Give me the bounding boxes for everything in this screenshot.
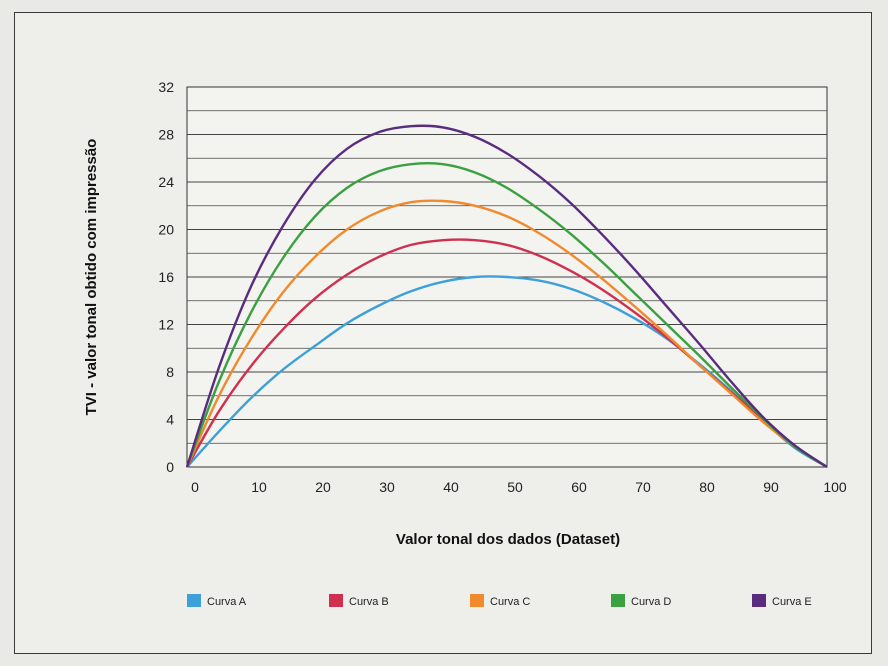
legend-swatch (470, 594, 484, 607)
legend-swatch (752, 594, 766, 607)
x-tick-label: 30 (379, 479, 395, 495)
x-tick-label: 80 (699, 479, 715, 495)
y-tick-label: 24 (158, 174, 174, 190)
y-tick-labels: 0 4 8 12 16 20 24 28 32 (158, 79, 174, 475)
legend: Curva A Curva B Curva C Curva D Curva E (187, 594, 812, 608)
x-tick-label: 60 (571, 479, 587, 495)
series-lines (185, 124, 828, 469)
x-tick-label: 50 (507, 479, 523, 495)
x-axis-title: Valor tonal dos dados (Dataset) (396, 531, 620, 548)
y-tick-label: 16 (158, 269, 174, 285)
line-chart: 0 4 8 12 16 20 24 28 32 0 10 20 30 40 50 60 70 80 90 100 T… (83, 79, 847, 608)
legend-swatch (611, 594, 625, 607)
x-tick-label: 100 (823, 479, 847, 495)
x-tick-label: 70 (635, 479, 651, 495)
y-tick-label: 20 (158, 222, 174, 238)
x-tick-label: 40 (443, 479, 459, 495)
chart-frame: 0 4 8 12 16 20 24 28 32 0 10 20 30 40 50 60 70 80 90 100 T… (14, 12, 872, 654)
x-tick-label: 20 (315, 479, 331, 495)
y-tick-label: 0 (166, 459, 174, 475)
legend-label: Curva A (207, 596, 247, 608)
y-tick-label: 12 (158, 317, 174, 333)
series-line-curva-e (185, 124, 828, 468)
x-tick-label: 0 (191, 479, 199, 495)
legend-swatch (187, 594, 201, 607)
grid-lines (187, 110, 827, 444)
y-tick-label: 8 (166, 364, 174, 380)
series-line-curva-d (185, 162, 828, 469)
series-line-curva-c (185, 199, 828, 469)
legend-label: Curva E (772, 596, 812, 608)
y-tick-label: 28 (158, 127, 174, 143)
legend-label: Curva C (490, 596, 530, 608)
x-tick-labels: 0 10 20 30 40 50 60 70 80 90 100 (191, 479, 847, 495)
x-tick-label: 10 (251, 479, 267, 495)
legend-label: Curva D (631, 596, 671, 608)
y-tick-label: 32 (158, 79, 174, 95)
legend-swatch (329, 594, 343, 607)
y-axis-title: TVI - valor tonal obtido com impressão (83, 139, 100, 416)
x-tick-label: 90 (763, 479, 779, 495)
y-tick-label: 4 (166, 412, 174, 428)
legend-label: Curva B (349, 596, 389, 608)
